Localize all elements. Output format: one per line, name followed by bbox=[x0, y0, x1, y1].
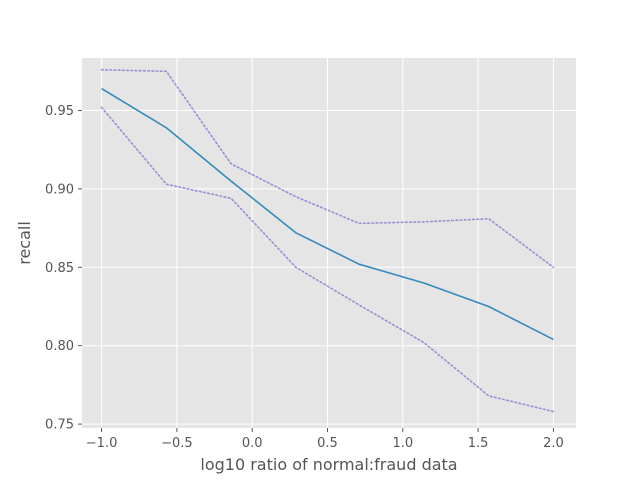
series-line-dotted-1 bbox=[100, 68, 555, 269]
series-line-main bbox=[101, 87, 554, 341]
x-tick-label: −0.5 bbox=[161, 436, 193, 451]
y-tick-label: 0.85 bbox=[45, 261, 74, 276]
y-tick-label: 0.75 bbox=[45, 418, 74, 433]
x-axis-ticks: −1.0 −0.5 0.0 0.5 1.0 1.5 2.0 bbox=[86, 428, 564, 451]
y-tick-label: 0.95 bbox=[45, 104, 74, 119]
grid-lines bbox=[82, 58, 576, 428]
x-tick-label: 0.0 bbox=[242, 436, 263, 451]
y-axis-label: recall bbox=[15, 221, 34, 265]
y-tick-label: 0.90 bbox=[45, 182, 74, 197]
plot-area bbox=[82, 58, 576, 428]
x-tick-label: 1.5 bbox=[468, 436, 489, 451]
x-tick-label: 2.0 bbox=[543, 436, 564, 451]
x-axis-label: log10 ratio of normal:fraud data bbox=[200, 455, 457, 474]
x-tick-label: 1.0 bbox=[392, 436, 413, 451]
x-tick-label: −1.0 bbox=[86, 436, 118, 451]
series-line-dotted-2 bbox=[100, 106, 555, 413]
x-tick-label: 0.5 bbox=[317, 436, 338, 451]
y-axis-ticks: 0.75 0.80 0.85 0.90 0.95 bbox=[45, 104, 82, 433]
series-layer bbox=[100, 68, 555, 413]
y-tick-label: 0.80 bbox=[45, 339, 74, 354]
